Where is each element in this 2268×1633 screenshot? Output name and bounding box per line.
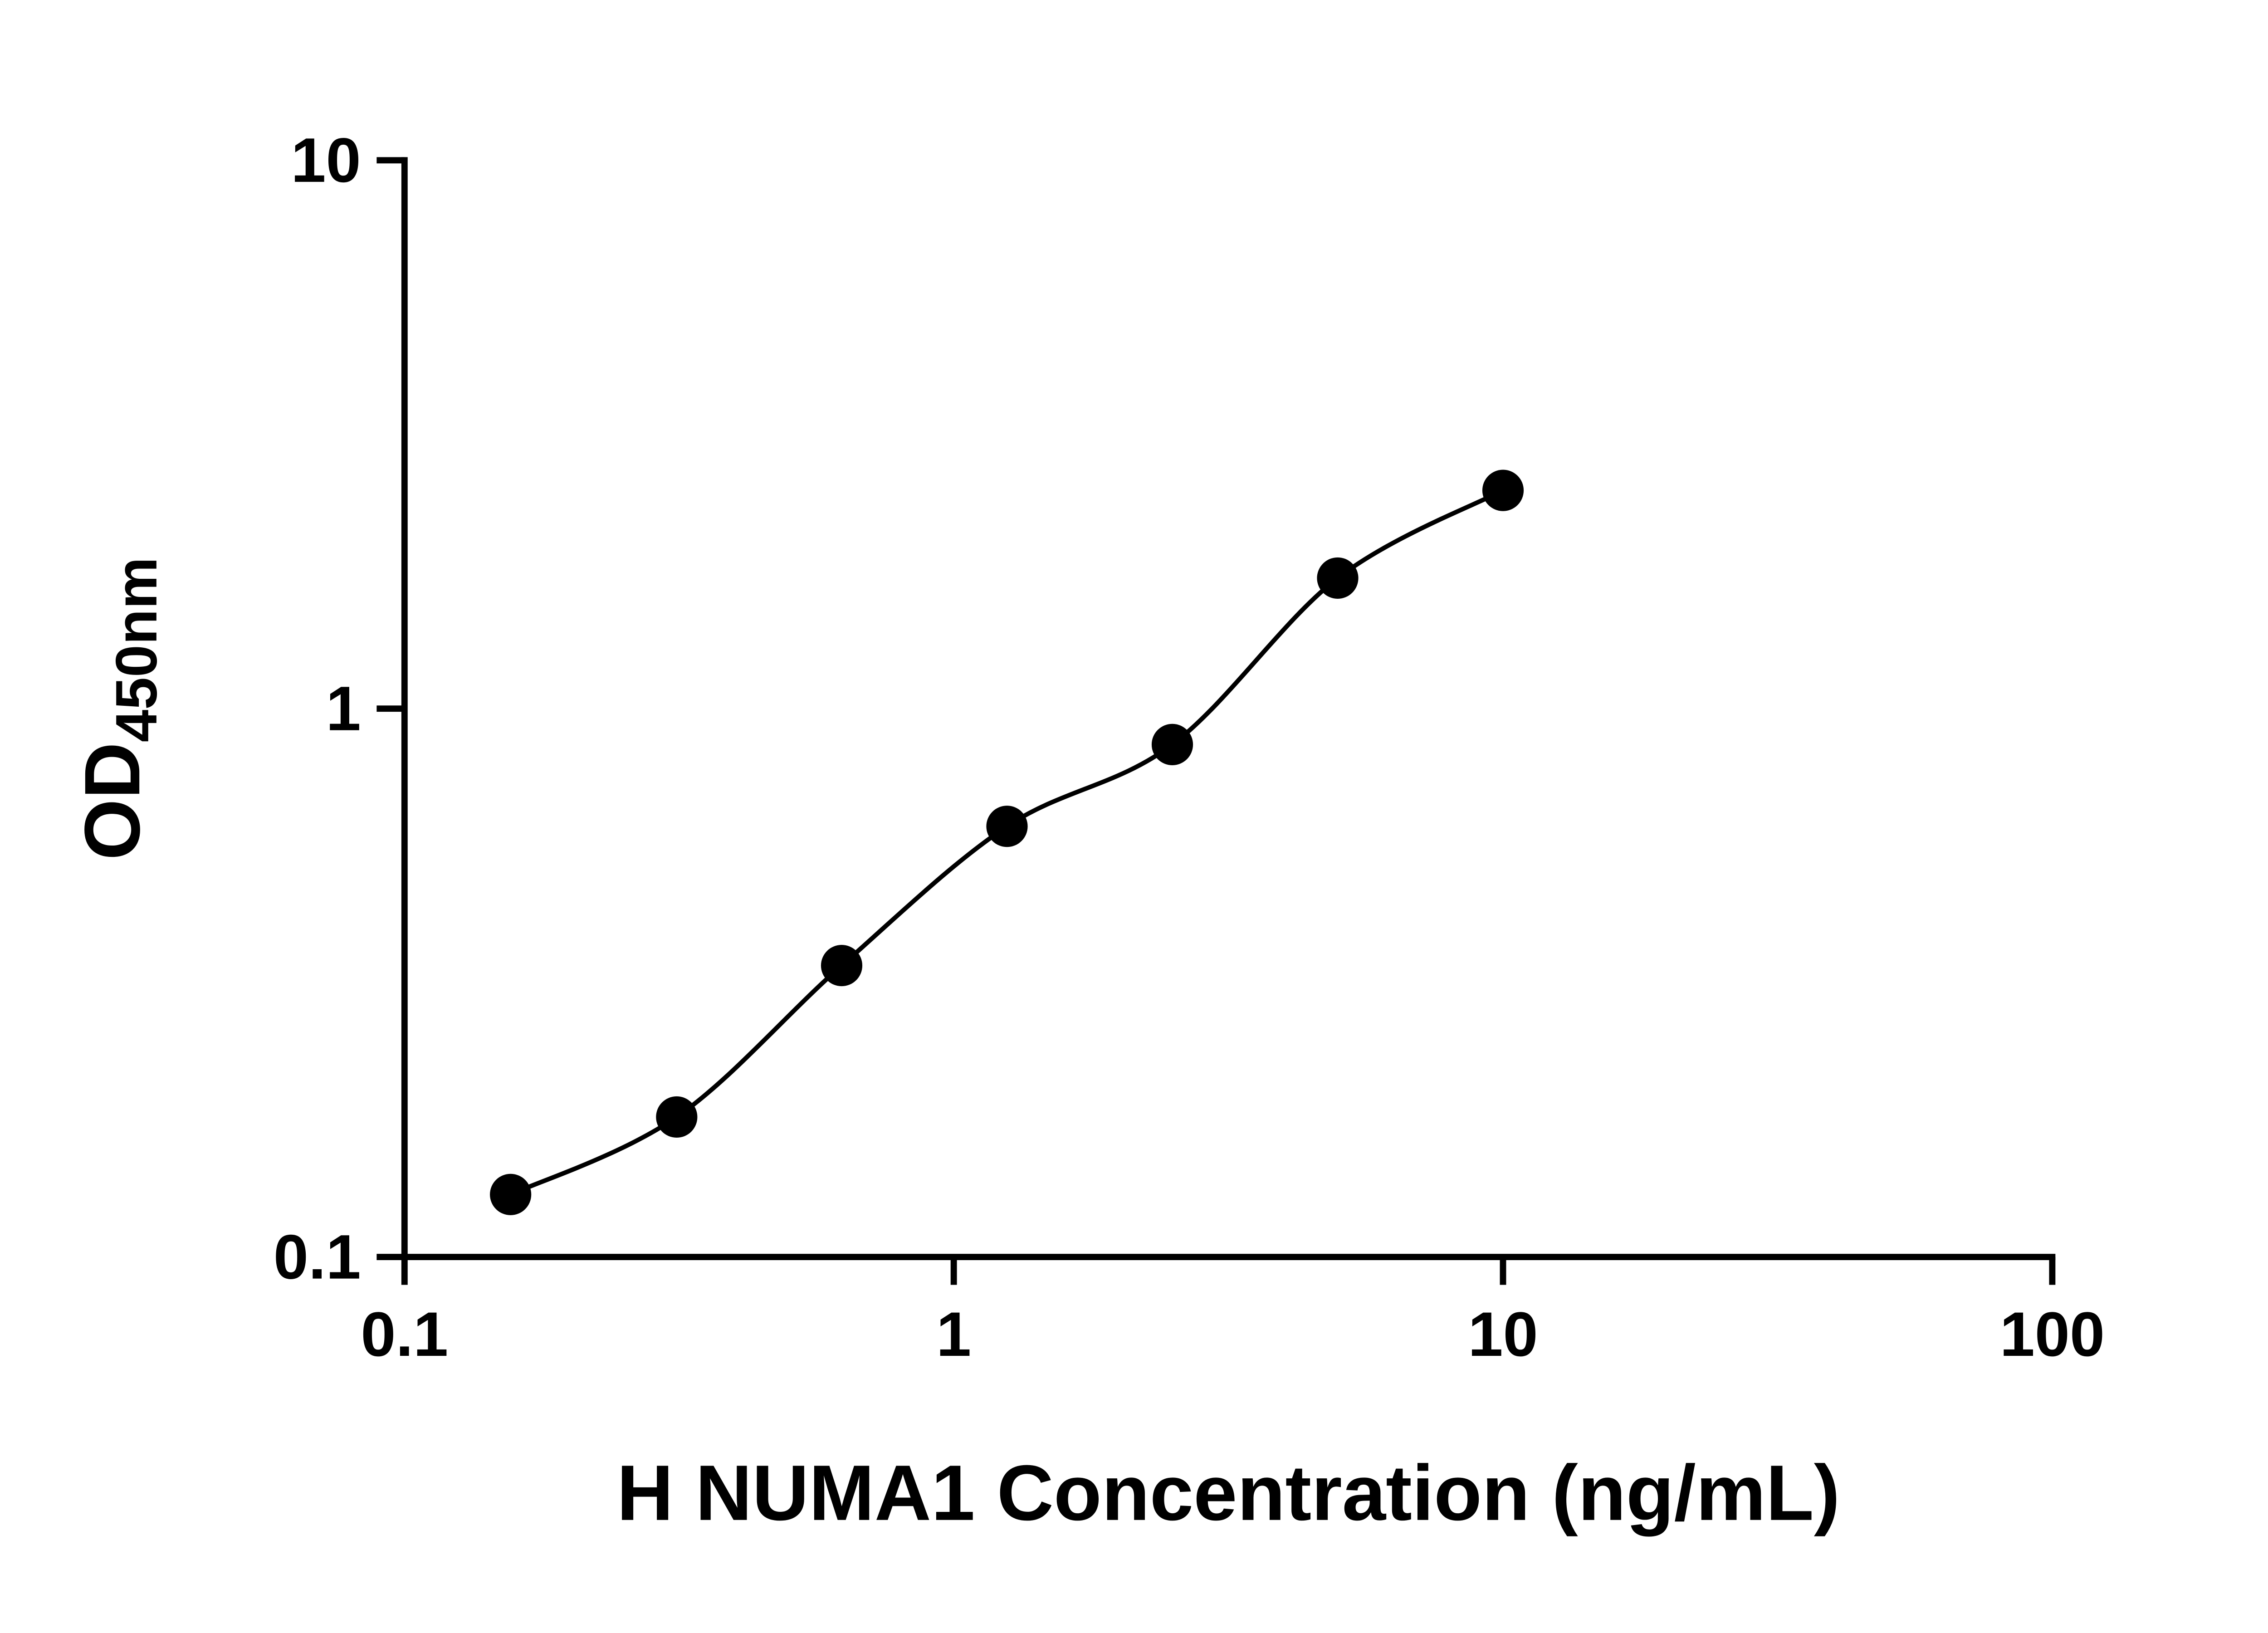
y-axis-title-subscript: 450nm — [104, 557, 169, 742]
data-points — [490, 469, 1524, 1215]
x-tick-label: 0.1 — [361, 1299, 448, 1369]
data-point-marker — [1151, 724, 1193, 765]
axis-lines — [401, 157, 2056, 1261]
axes — [401, 157, 2056, 1261]
data-point-marker — [1482, 469, 1524, 511]
x-tick-label: 10 — [1468, 1299, 1538, 1369]
data-point-marker — [1317, 557, 1359, 599]
y-tick-label: 1 — [326, 674, 361, 744]
y-tick-labels: 0.1 1 10 — [274, 125, 361, 1292]
y-tick-label: 0.1 — [274, 1222, 361, 1292]
data-point-marker — [490, 1173, 532, 1215]
y-axis-title: OD450nm — [68, 557, 169, 860]
data-point-marker — [821, 944, 863, 987]
axis-ticks — [376, 157, 2056, 1285]
x-axis-title: H NUMA1 Concentration (ng/mL) — [617, 1449, 1840, 1537]
data-point-marker — [986, 806, 1028, 847]
y-tick-label: 10 — [291, 125, 361, 196]
x-tick-labels: 0.1 1 10 100 — [361, 1299, 2105, 1369]
x-tick-label: 100 — [2000, 1299, 2105, 1369]
data-point-marker — [656, 1096, 698, 1138]
y-axis-title-main: OD — [68, 742, 156, 860]
x-tick-label: 1 — [936, 1299, 971, 1369]
